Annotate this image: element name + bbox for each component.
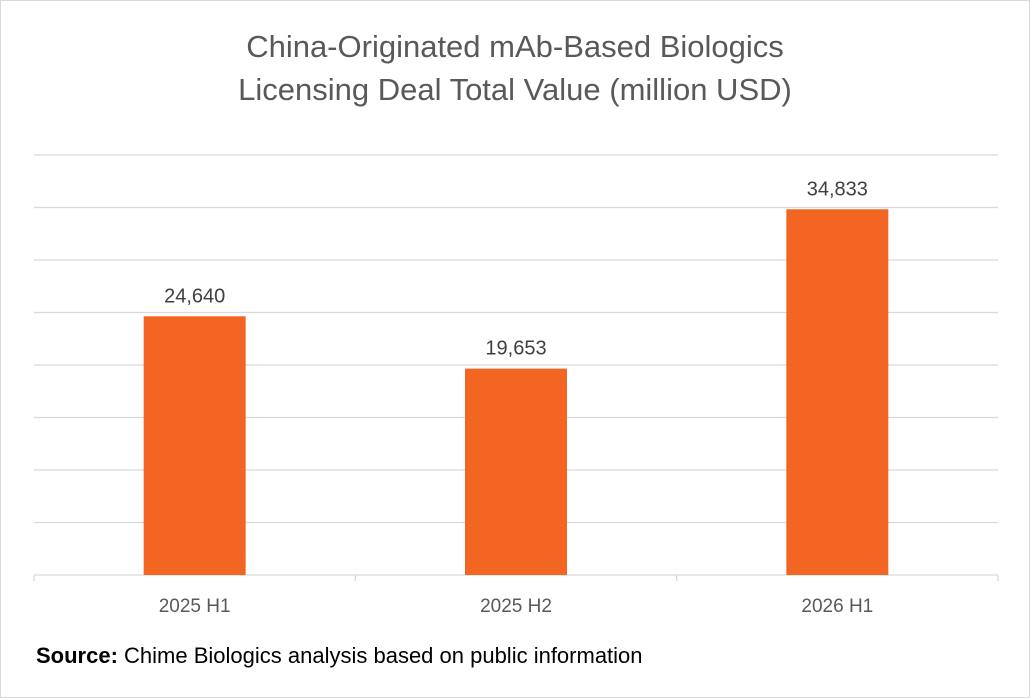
- x-tick-label: 2025 H1: [159, 596, 231, 617]
- chart-title: China-Originated mAb-Based Biologics Lic…: [1, 25, 1029, 111]
- bar-2025-h2: [465, 368, 567, 575]
- source-note: Source: Chime Biologics analysis based o…: [36, 643, 643, 669]
- bar-2026-h1: [786, 209, 889, 576]
- chart-title-line-1: China-Originated mAb-Based Biologics: [246, 29, 784, 64]
- bar-2025-h1: [143, 316, 246, 575]
- data-label: 34,833: [807, 178, 868, 200]
- x-tick-label: 2026 H1: [801, 596, 873, 617]
- source-label: Source:: [36, 643, 118, 668]
- chart-title-line-2: Licensing Deal Total Value (million USD): [238, 72, 792, 107]
- x-tick-label: 2025 H2: [480, 596, 552, 617]
- data-label: 19,653: [485, 338, 546, 360]
- data-label: 24,640: [164, 285, 225, 307]
- source-text: Chime Biologics analysis based on public…: [117, 643, 643, 668]
